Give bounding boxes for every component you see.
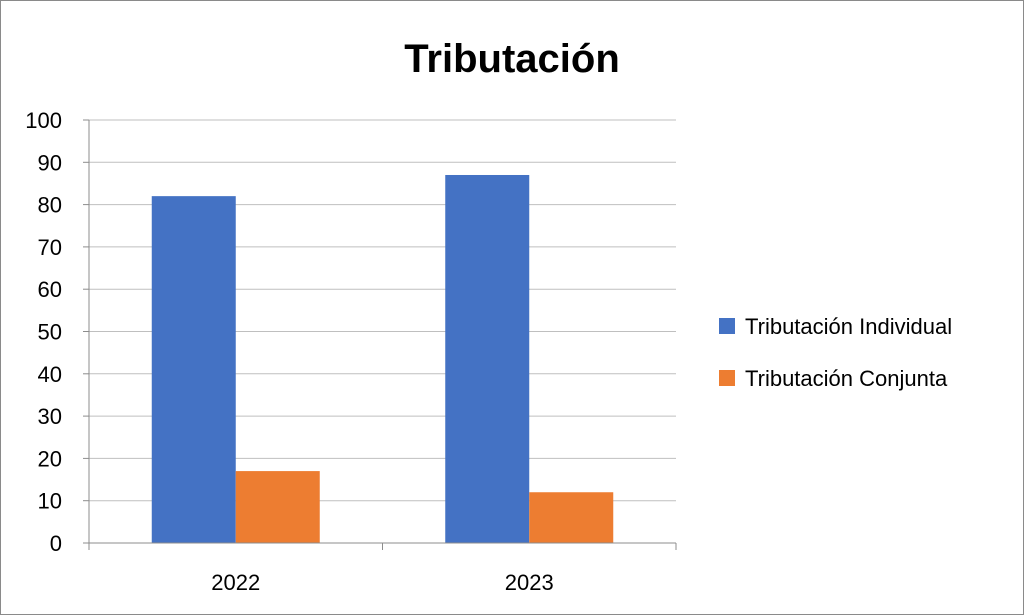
bar	[445, 174, 530, 544]
y-tick-label: 60	[38, 277, 62, 302]
x-axis-ticks: 2022 2023	[211, 570, 553, 595]
y-tick-label: 40	[38, 362, 62, 387]
y-tick-label: 90	[38, 150, 62, 175]
legend: Tributación Individual Tributación Conjun…	[719, 314, 952, 391]
y-tick-label: 10	[38, 489, 62, 514]
y-tick-label: 30	[38, 404, 62, 429]
axes	[88, 120, 677, 550]
y-tick-label: 70	[38, 235, 62, 260]
y-tick-label: 0	[50, 531, 62, 556]
chart-title: Tributación	[404, 37, 620, 81]
bar	[235, 471, 320, 543]
y-tick-label: 100	[25, 108, 62, 133]
y-tick-label: 20	[38, 446, 62, 471]
bar	[529, 492, 614, 543]
legend-label: Tributación Individual	[745, 314, 952, 339]
x-tick-label: 2023	[505, 570, 554, 595]
legend-swatch	[719, 318, 735, 334]
x-tick-label: 2022	[211, 570, 260, 595]
y-tick-label: 80	[38, 193, 62, 218]
y-axis-ticks: 0 10 20 30 40 50 60 70 80 90 100	[25, 108, 89, 556]
y-tick-label: 50	[38, 320, 62, 345]
bars	[151, 174, 614, 544]
legend-swatch	[719, 370, 735, 386]
bar	[151, 196, 236, 543]
legend-label: Tributación Conjunta	[745, 366, 948, 391]
